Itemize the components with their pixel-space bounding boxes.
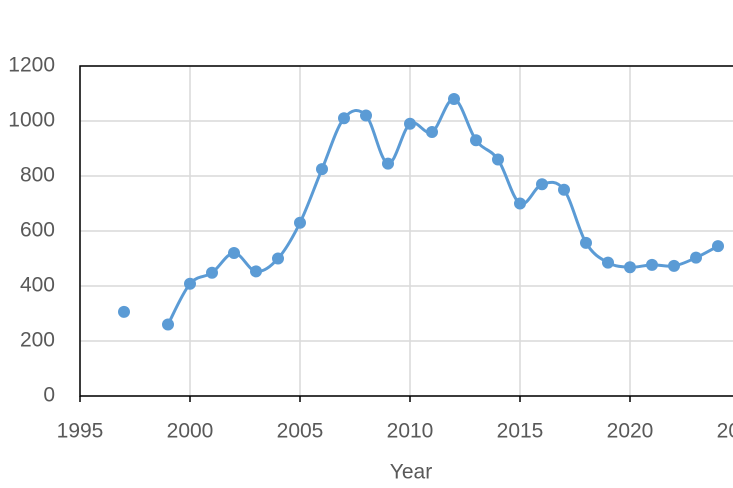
data-point: [668, 259, 680, 272]
data-point: [514, 197, 526, 210]
data-point: [712, 240, 724, 253]
data-point: [448, 93, 460, 105]
y-tick-label: 600: [20, 219, 55, 242]
data-point: [338, 112, 350, 125]
x-tick-label: 2015: [497, 420, 544, 443]
data-point: [250, 265, 262, 278]
data-point: [118, 305, 130, 318]
data-point: [404, 117, 416, 130]
x-tick-label: 2025: [717, 420, 733, 443]
data-point: [382, 157, 394, 170]
data-point: [360, 109, 372, 122]
x-tick-label: 2005: [277, 420, 324, 443]
data-point: [470, 134, 482, 147]
y-tick-label: 400: [20, 274, 55, 297]
data-point: [690, 251, 702, 264]
data-point: [206, 266, 218, 279]
x-tick-label: 2020: [607, 420, 654, 443]
plot-frame: [79, 65, 733, 397]
data-point: [536, 178, 548, 191]
series-line: [166, 97, 719, 326]
x-tick-label: 1995: [57, 420, 104, 443]
data-point: [492, 153, 504, 166]
x-tick-label: 2010: [387, 420, 434, 443]
data-point: [602, 256, 614, 269]
data-point: [316, 163, 328, 176]
data-point: [294, 216, 306, 229]
y-tick-label: 800: [20, 164, 55, 187]
y-tick-label: 200: [20, 329, 55, 352]
data-point: [646, 258, 658, 271]
data-point: [228, 247, 240, 259]
data-point: [184, 277, 196, 290]
data-point: [272, 252, 284, 265]
data-point: [624, 261, 636, 274]
x-tick-label: 2000: [167, 420, 214, 443]
y-tick-label: 1000: [8, 109, 55, 132]
y-tick-label: 1200: [8, 54, 55, 77]
data-point: [426, 126, 438, 138]
x-axis-label: Year: [390, 461, 432, 484]
data-point: [162, 318, 174, 331]
data-point: [558, 183, 570, 196]
data-point: [580, 236, 592, 249]
y-tick-label: 0: [43, 384, 55, 407]
